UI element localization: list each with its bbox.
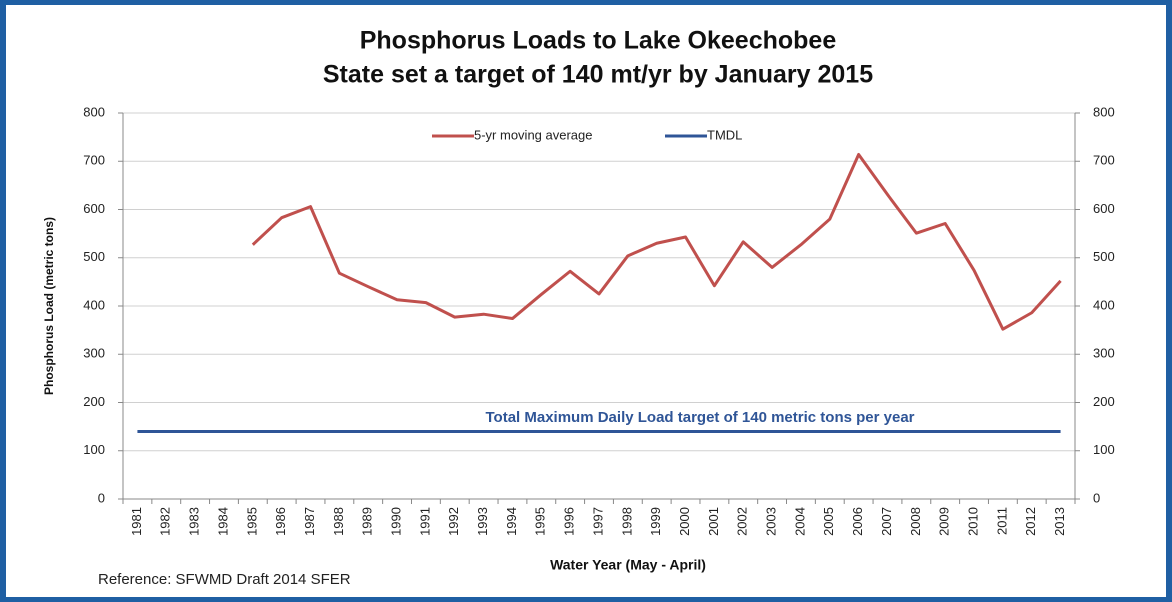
- x-tick-label: 2013: [1052, 507, 1067, 536]
- x-axis-title: Water Year (May - April): [550, 557, 706, 573]
- x-tick-label: 1981: [129, 507, 144, 536]
- x-tick-label: 1996: [562, 507, 577, 536]
- chart-subtitle: State set a target of 140 mt/yr by Janua…: [323, 61, 873, 89]
- y2-tick-label: 600: [1093, 201, 1115, 216]
- y2-tick-label: 400: [1093, 297, 1115, 312]
- x-tick-label: 1993: [475, 507, 490, 536]
- y2-tick-label: 500: [1093, 249, 1115, 264]
- x-tick-label: 1984: [215, 507, 230, 536]
- x-tick-label: 1983: [187, 507, 202, 536]
- series-line: [251, 152, 1062, 331]
- x-tick-label: 2001: [706, 507, 721, 536]
- x-tick-label: 1988: [331, 507, 346, 536]
- x-tick-label: 2002: [735, 507, 750, 536]
- y-tick-label: 600: [83, 201, 105, 216]
- y-tick-label: 500: [83, 249, 105, 264]
- legend-label: TMDL: [707, 127, 742, 142]
- y2-tick-label: 700: [1093, 153, 1115, 168]
- y2-tick-label: 100: [1093, 442, 1115, 457]
- chart-title: Phosphorus Loads to Lake Okeechobee: [360, 27, 837, 55]
- x-tick-label: 2000: [677, 507, 692, 536]
- y2-tick-label: 0: [1093, 490, 1100, 505]
- y-tick-label: 300: [83, 346, 105, 361]
- y-tick-label: 700: [83, 153, 105, 168]
- x-tick-label: 2008: [908, 507, 923, 536]
- x-tick-label: 2003: [764, 507, 779, 536]
- x-tick-label: 1992: [446, 507, 461, 536]
- x-tick-label: 2006: [850, 507, 865, 536]
- x-tick-label: 1985: [244, 507, 259, 536]
- y2-tick-label: 300: [1093, 346, 1115, 361]
- x-tick-label: 1986: [273, 507, 288, 536]
- x-tick-label: 2004: [792, 507, 807, 536]
- x-tick-label: 2010: [965, 507, 980, 536]
- y2-tick-label: 200: [1093, 394, 1115, 409]
- x-tick-label: 1994: [504, 507, 519, 536]
- x-tick-label: 1990: [388, 507, 403, 536]
- x-tick-label: 2011: [994, 507, 1009, 535]
- x-tick-label: 1982: [158, 507, 173, 536]
- y2-tick-label: 800: [1093, 104, 1115, 119]
- y-tick-label: 0: [98, 490, 105, 505]
- y-tick-label: 800: [83, 104, 105, 119]
- x-tick-label: 2012: [1023, 507, 1038, 536]
- annotation: Total Maximum Daily Load target of 140 m…: [485, 409, 914, 426]
- y-tick-label: 100: [83, 442, 105, 457]
- x-tick-label: 1987: [302, 507, 317, 536]
- x-tick-label: 1997: [590, 507, 605, 536]
- reference: Reference: SFWMD Draft 2014 SFER: [98, 571, 351, 588]
- y-tick-label: 200: [83, 394, 105, 409]
- x-tick-label: 2007: [879, 507, 894, 536]
- y-axis-title: Phosphorus Load (metric tons): [42, 217, 56, 395]
- legend-label: 5-yr moving average: [474, 127, 593, 142]
- x-tick-label: 1998: [619, 507, 634, 536]
- x-tick-label: 2009: [937, 507, 952, 536]
- x-tick-label: 1999: [648, 507, 663, 536]
- x-tick-label: 2005: [821, 507, 836, 536]
- x-tick-label: 1991: [417, 507, 432, 536]
- x-tick-label: 1989: [360, 507, 375, 536]
- x-tick-label: 1995: [533, 507, 548, 536]
- y-tick-label: 400: [83, 297, 105, 312]
